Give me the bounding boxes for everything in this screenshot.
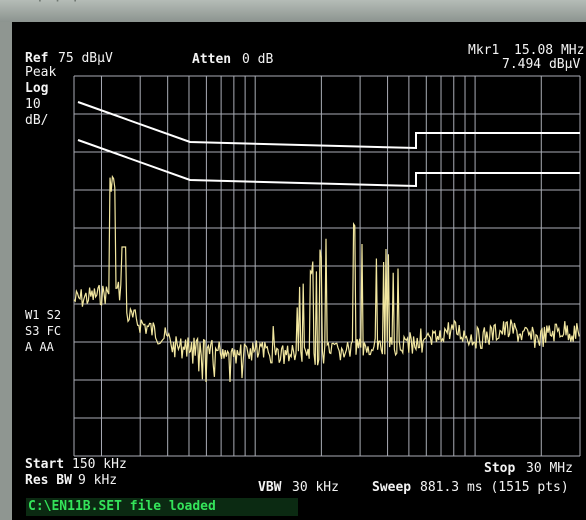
detector-mode: Peak	[25, 65, 57, 80]
marker-frequency: 15.08 MHz	[514, 43, 585, 58]
atten-value: 0 dB	[242, 52, 274, 67]
analyzer-screen: Ref 75 dBµV Peak Atten 0 dB Mkr1 15.08 M…	[12, 22, 586, 520]
status-bar: C:\EN11B.SET file loaded	[26, 498, 298, 516]
scale-type: Log	[25, 81, 49, 96]
start-freq-label: Start	[25, 457, 65, 472]
vbw-label: VBW	[258, 480, 282, 495]
scale-per-div-value: 10	[25, 97, 41, 112]
bezel-glare-text: · · ·	[36, 0, 81, 9]
ref-level-label: Ref	[25, 51, 49, 66]
spectrum-display	[73, 75, 581, 457]
spectrum-trace	[73, 174, 580, 383]
vbw-value: 30 kHz	[292, 480, 339, 495]
atten-label: Atten	[192, 52, 232, 67]
stop-freq-label: Stop	[484, 461, 516, 476]
trace-flags-row-3: A AA	[25, 340, 54, 354]
limit-lines	[77, 101, 580, 188]
average-limit-line	[77, 139, 580, 188]
scale-per-div-unit: dB/	[25, 113, 49, 128]
res-bw-label: Res BW	[25, 473, 72, 488]
trace-flags-row-2: S3 FC	[25, 324, 62, 338]
quasi-peak-limit-line	[77, 101, 580, 150]
start-freq-value: 150 kHz	[72, 457, 127, 472]
marker-label: Mkr1	[468, 43, 500, 58]
stop-freq-value: 30 MHz	[526, 461, 573, 476]
trace-flags-row-1: W1 S2	[25, 308, 62, 322]
res-bw-value: 9 kHz	[78, 473, 118, 488]
sweep-value: 881.3 ms (1515 pts)	[420, 480, 569, 495]
marker-level: 7.494 dBµV	[502, 57, 581, 72]
screen-bezel: · · ·	[0, 0, 586, 22]
ref-level-value: 75 dBµV	[58, 51, 113, 66]
graticule	[73, 75, 581, 457]
status-message: C:\EN11B.SET file loaded	[28, 499, 216, 514]
sweep-label: Sweep	[372, 480, 412, 495]
